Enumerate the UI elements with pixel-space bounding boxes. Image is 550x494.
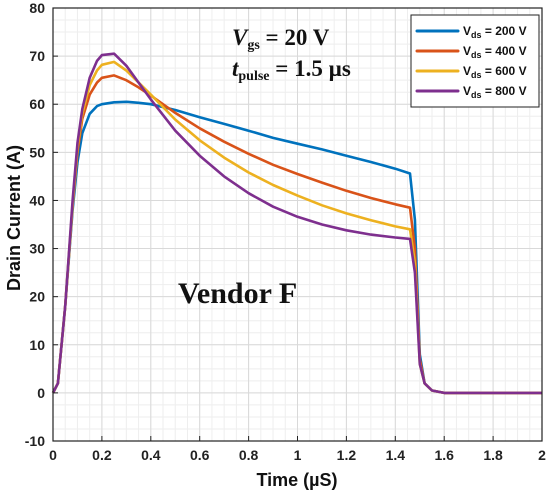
y-axis-title: Drain Current (A) [4, 145, 24, 291]
y-tick-label: 60 [29, 96, 45, 112]
annotation-vendor: Vendor F [178, 277, 297, 310]
series-lines [51, 52, 542, 395]
y-tick-label: 10 [29, 337, 45, 353]
annotation-vgs-symbol: V [232, 25, 249, 50]
y-tick-label: -10 [25, 433, 45, 449]
y-tick-label: 40 [29, 192, 45, 208]
annotation-tpulse: tpulse = 1.5 µs [232, 56, 351, 84]
grid [52, 7, 543, 442]
legend-label-600v: Vds = 600 V [463, 64, 527, 80]
x-tick-label: 0 [49, 447, 57, 463]
x-tick-label: 2 [538, 447, 546, 463]
annotation-vgs-sub: gs [247, 38, 260, 53]
x-tick-label: 0.8 [239, 447, 259, 463]
y-tick-label: 80 [29, 0, 45, 16]
x-axis-title: Time (µS) [256, 470, 337, 490]
x-tick-label: 0.4 [141, 447, 161, 463]
legend-item-600v: Vds = 600 V [415, 64, 527, 80]
y-tick-label: 30 [29, 241, 45, 257]
x-tick-label: 1.4 [386, 447, 406, 463]
legend-label-400v: Vds = 400 V [463, 44, 527, 60]
annotation-tpulse-value: = 1.5 µs [270, 56, 351, 81]
x-tick-label: 0.6 [190, 447, 210, 463]
x-tick-label: 1 [294, 447, 302, 463]
annotation-vgs: Vgs = 20 V [232, 25, 330, 53]
legend-item-800v: Vds = 800 V [415, 84, 527, 100]
x-tick-label: 0.2 [92, 447, 112, 463]
legend-label-800v: Vds = 800 V [463, 84, 527, 100]
tick-labels: 0 0.2 0.4 0.6 0.8 1 1.2 1.4 1.6 1.8 2-100102030405… [25, 0, 546, 463]
legend-label-200v: Vds = 200 V [463, 24, 527, 40]
y-tick-label: 70 [29, 48, 45, 64]
legend: Vds = 200 V Vds = 400 V Vds = 600 V Vds … [410, 14, 540, 108]
annotation-tpulse-symbol: t [232, 56, 239, 81]
annotation-tpulse-sub: pulse [238, 69, 269, 84]
x-tick-label: 1.6 [434, 447, 454, 463]
y-tick-label: 20 [29, 289, 45, 305]
series-line-4 [51, 52, 542, 395]
x-tick-label: 1.8 [483, 447, 503, 463]
x-tick-label: 1.2 [337, 447, 357, 463]
legend-item-400v: Vds = 400 V [415, 44, 527, 60]
y-tick-label: 0 [37, 385, 45, 401]
annotation-vgs-value: = 20 V [260, 25, 330, 50]
y-tick-label: 50 [29, 144, 45, 160]
legend-item-200v: Vds = 200 V [415, 24, 527, 40]
